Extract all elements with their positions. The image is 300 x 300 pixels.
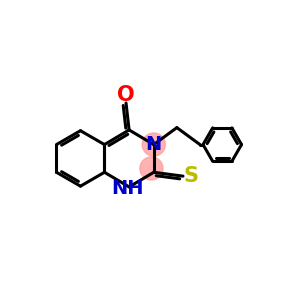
Text: NH: NH [111, 179, 144, 198]
Text: S: S [183, 166, 198, 186]
Text: N: N [146, 135, 162, 154]
Circle shape [140, 157, 163, 180]
Circle shape [142, 133, 165, 156]
Text: O: O [117, 85, 135, 105]
